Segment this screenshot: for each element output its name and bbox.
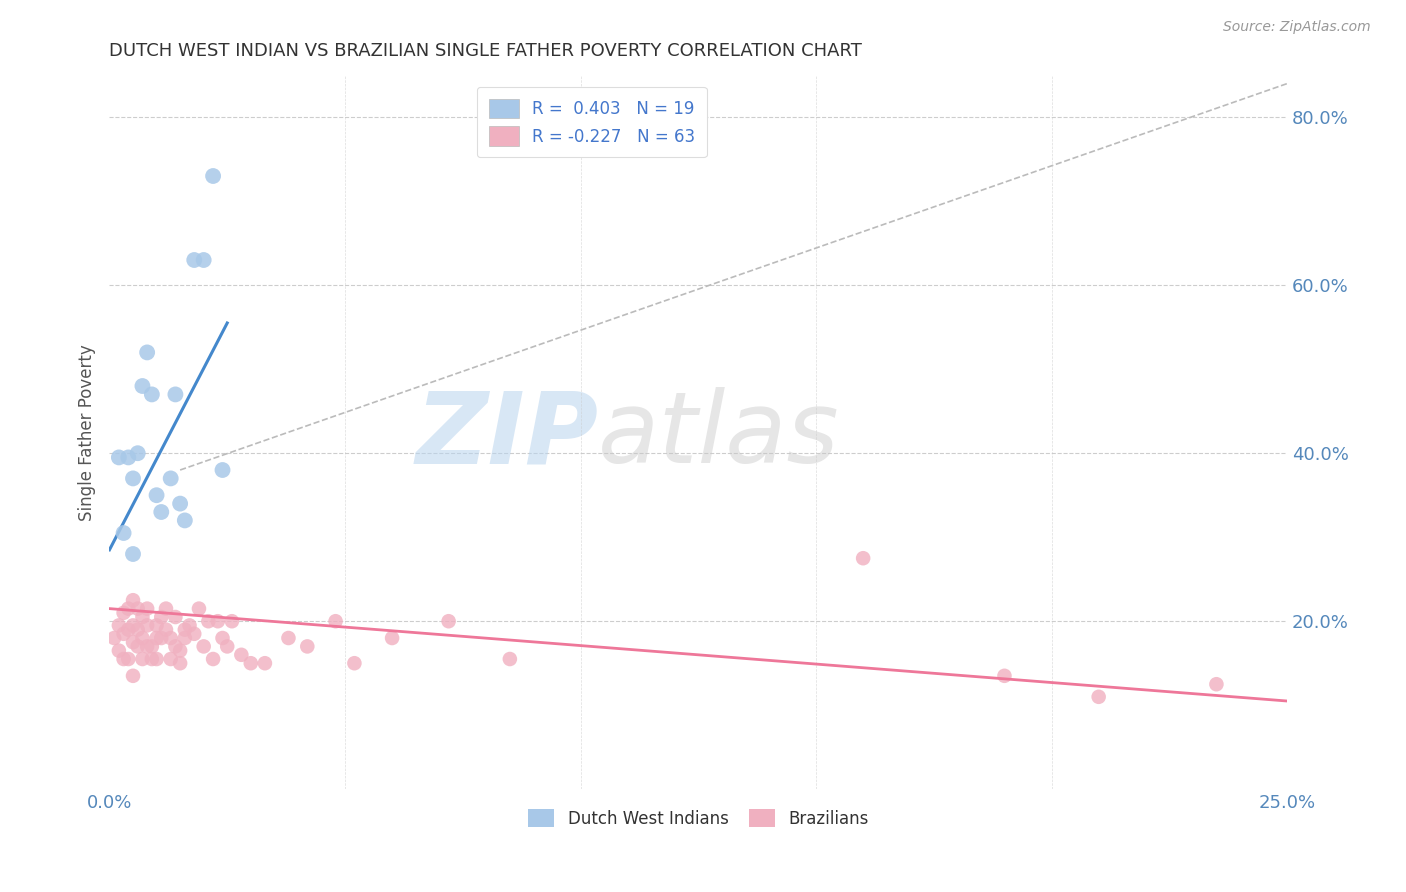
Point bbox=[108, 618, 131, 632]
Legend: Dutch West Indians, Brazilians: Dutch West Indians, Brazilians bbox=[522, 803, 876, 834]
Point bbox=[188, 601, 211, 615]
Point bbox=[173, 631, 195, 645]
Point bbox=[437, 614, 460, 628]
Point bbox=[852, 551, 875, 566]
Point bbox=[117, 601, 139, 615]
Point bbox=[183, 627, 205, 641]
Point bbox=[499, 652, 522, 666]
Point bbox=[117, 450, 139, 465]
Point bbox=[122, 669, 145, 683]
Point bbox=[112, 652, 135, 666]
Point bbox=[173, 623, 195, 637]
Point bbox=[169, 643, 191, 657]
Point bbox=[112, 627, 135, 641]
Point bbox=[325, 614, 347, 628]
Point bbox=[211, 463, 233, 477]
Point bbox=[145, 652, 167, 666]
Point bbox=[108, 643, 131, 657]
Y-axis label: Single Father Poverty: Single Father Poverty bbox=[79, 343, 96, 521]
Point bbox=[150, 610, 173, 624]
Point bbox=[253, 657, 276, 671]
Point bbox=[141, 652, 163, 666]
Point bbox=[183, 252, 205, 267]
Point bbox=[122, 471, 145, 485]
Point bbox=[993, 669, 1015, 683]
Point bbox=[131, 652, 153, 666]
Point bbox=[297, 640, 319, 654]
Point bbox=[165, 640, 187, 654]
Point bbox=[150, 631, 173, 645]
Point bbox=[150, 505, 173, 519]
Point bbox=[197, 614, 219, 628]
Point bbox=[277, 631, 299, 645]
Point bbox=[145, 618, 167, 632]
Point bbox=[169, 657, 191, 671]
Point bbox=[159, 631, 181, 645]
Point bbox=[112, 526, 135, 541]
Point bbox=[122, 618, 145, 632]
Point bbox=[217, 640, 239, 654]
Point bbox=[136, 618, 159, 632]
Point bbox=[202, 652, 225, 666]
Point bbox=[136, 345, 159, 359]
Point bbox=[127, 623, 149, 637]
Point bbox=[127, 446, 149, 460]
Text: DUTCH WEST INDIAN VS BRAZILIAN SINGLE FATHER POVERTY CORRELATION CHART: DUTCH WEST INDIAN VS BRAZILIAN SINGLE FA… bbox=[110, 42, 862, 60]
Point bbox=[207, 614, 229, 628]
Point bbox=[239, 657, 262, 671]
Point bbox=[343, 657, 366, 671]
Point bbox=[169, 497, 191, 511]
Point bbox=[193, 640, 215, 654]
Point bbox=[122, 593, 145, 607]
Point bbox=[131, 379, 153, 393]
Text: ZIP: ZIP bbox=[415, 387, 598, 484]
Point bbox=[381, 631, 404, 645]
Point bbox=[145, 631, 167, 645]
Point bbox=[136, 601, 159, 615]
Point bbox=[136, 640, 159, 654]
Point bbox=[1205, 677, 1227, 691]
Point bbox=[193, 252, 215, 267]
Point bbox=[141, 640, 163, 654]
Point bbox=[117, 623, 139, 637]
Point bbox=[159, 471, 181, 485]
Point bbox=[221, 614, 243, 628]
Point bbox=[165, 387, 187, 401]
Point bbox=[231, 648, 253, 662]
Point bbox=[103, 631, 125, 645]
Point bbox=[1087, 690, 1109, 704]
Point bbox=[131, 631, 153, 645]
Point bbox=[155, 601, 177, 615]
Point bbox=[117, 652, 139, 666]
Point bbox=[122, 547, 145, 561]
Point bbox=[141, 387, 163, 401]
Point bbox=[155, 623, 177, 637]
Point bbox=[179, 618, 201, 632]
Point bbox=[108, 450, 131, 465]
Point bbox=[159, 652, 181, 666]
Point bbox=[127, 640, 149, 654]
Point bbox=[127, 601, 149, 615]
Text: Source: ZipAtlas.com: Source: ZipAtlas.com bbox=[1223, 20, 1371, 34]
Point bbox=[165, 610, 187, 624]
Point bbox=[211, 631, 233, 645]
Point bbox=[145, 488, 167, 502]
Point bbox=[122, 635, 145, 649]
Point bbox=[112, 606, 135, 620]
Point bbox=[131, 610, 153, 624]
Point bbox=[173, 513, 195, 527]
Text: atlas: atlas bbox=[598, 387, 839, 484]
Point bbox=[202, 169, 225, 183]
